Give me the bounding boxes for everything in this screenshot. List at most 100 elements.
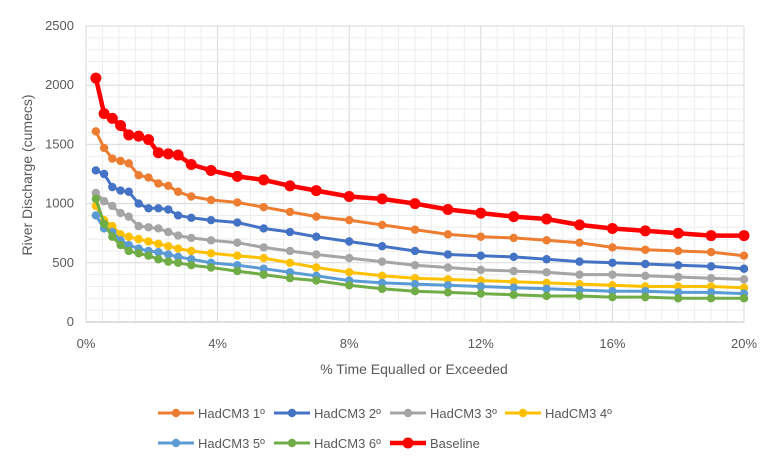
data-point xyxy=(443,230,453,239)
data-point xyxy=(574,219,585,231)
data-point xyxy=(173,244,183,253)
data-point xyxy=(124,232,133,241)
tick-labels: 0 500 1000 1500 2000 2500 0% 4% 8% 12% 16% 20% xyxy=(45,18,757,351)
series-4 xyxy=(91,201,749,292)
data-point xyxy=(233,260,242,270)
data-point xyxy=(509,252,518,262)
data-point xyxy=(608,270,617,279)
data-point xyxy=(476,282,485,291)
data-point xyxy=(108,182,117,192)
data-point xyxy=(575,291,584,301)
data-point xyxy=(233,251,242,260)
data-point xyxy=(90,72,102,84)
data-point xyxy=(674,246,683,256)
x-tick-label: 20% xyxy=(731,336,757,351)
data-point xyxy=(285,246,295,256)
legend-marker xyxy=(287,438,297,448)
data-point xyxy=(154,224,163,233)
legend-label: Baseline xyxy=(430,436,480,451)
data-point xyxy=(154,204,163,213)
data-point xyxy=(173,258,183,267)
data-point xyxy=(575,238,584,247)
data-point xyxy=(476,232,485,241)
data-point xyxy=(259,224,268,233)
data-point xyxy=(233,198,242,207)
data-point xyxy=(259,243,268,252)
data-point xyxy=(134,221,143,231)
y-tick-label: 1000 xyxy=(45,196,74,211)
data-point xyxy=(164,257,173,266)
data-point xyxy=(739,264,749,273)
data-point xyxy=(154,179,163,188)
data-point xyxy=(144,223,153,232)
data-point xyxy=(475,207,487,219)
data-point xyxy=(738,230,750,242)
data-point xyxy=(706,262,716,271)
data-point xyxy=(377,220,387,230)
y-tick-label: 500 xyxy=(52,255,74,270)
data-point xyxy=(116,240,125,250)
data-point xyxy=(608,292,617,302)
data-point xyxy=(164,250,173,259)
data-point xyxy=(343,190,355,202)
data-point xyxy=(706,247,716,257)
series-2 xyxy=(91,166,749,273)
data-point xyxy=(206,249,216,258)
data-point xyxy=(284,180,296,192)
series-1 xyxy=(91,127,749,260)
data-point xyxy=(542,268,551,277)
legend-item: HadCM3 2º xyxy=(274,406,381,421)
legend-item: HadCM3 6º xyxy=(274,436,381,451)
legend-marker xyxy=(171,408,181,418)
data-point xyxy=(108,201,117,211)
data-point xyxy=(143,134,155,146)
series-7 xyxy=(90,72,750,242)
data-point xyxy=(164,242,173,251)
data-point xyxy=(476,265,485,275)
data-point xyxy=(410,279,420,289)
data-point xyxy=(173,252,183,262)
data-point xyxy=(187,260,196,270)
legend-marker xyxy=(402,437,414,449)
legend-marker xyxy=(287,408,297,418)
data-point xyxy=(144,204,153,213)
data-point xyxy=(164,205,173,214)
data-point xyxy=(91,166,101,175)
data-point xyxy=(99,143,109,153)
data-point xyxy=(575,285,584,295)
data-point xyxy=(91,194,101,204)
data-point xyxy=(443,250,453,259)
data-point xyxy=(509,233,518,243)
data-point xyxy=(345,268,354,277)
data-point xyxy=(187,213,196,223)
data-point xyxy=(739,275,749,284)
data-point xyxy=(133,130,145,142)
data-point xyxy=(99,219,109,228)
data-point xyxy=(134,234,143,244)
data-point xyxy=(172,149,184,161)
data-point xyxy=(187,233,196,243)
y-tick-label: 2500 xyxy=(45,18,74,33)
data-point xyxy=(509,266,518,276)
data-point xyxy=(377,257,387,266)
data-point xyxy=(285,268,295,277)
x-tick-label: 4% xyxy=(208,336,227,351)
data-point xyxy=(116,156,125,166)
data-point xyxy=(377,284,387,294)
plot-area xyxy=(90,72,750,303)
data-point xyxy=(185,159,197,171)
x-tick-label: 8% xyxy=(340,336,359,351)
data-point xyxy=(116,186,125,195)
data-point xyxy=(608,243,617,252)
data-point xyxy=(173,211,183,220)
data-point xyxy=(345,281,354,290)
data-point xyxy=(312,276,321,285)
data-point xyxy=(124,246,133,256)
data-point xyxy=(233,266,242,276)
data-point xyxy=(443,288,453,297)
data-point xyxy=(542,278,551,288)
data-point xyxy=(606,222,618,234)
data-point xyxy=(674,288,683,297)
data-point xyxy=(476,251,485,260)
